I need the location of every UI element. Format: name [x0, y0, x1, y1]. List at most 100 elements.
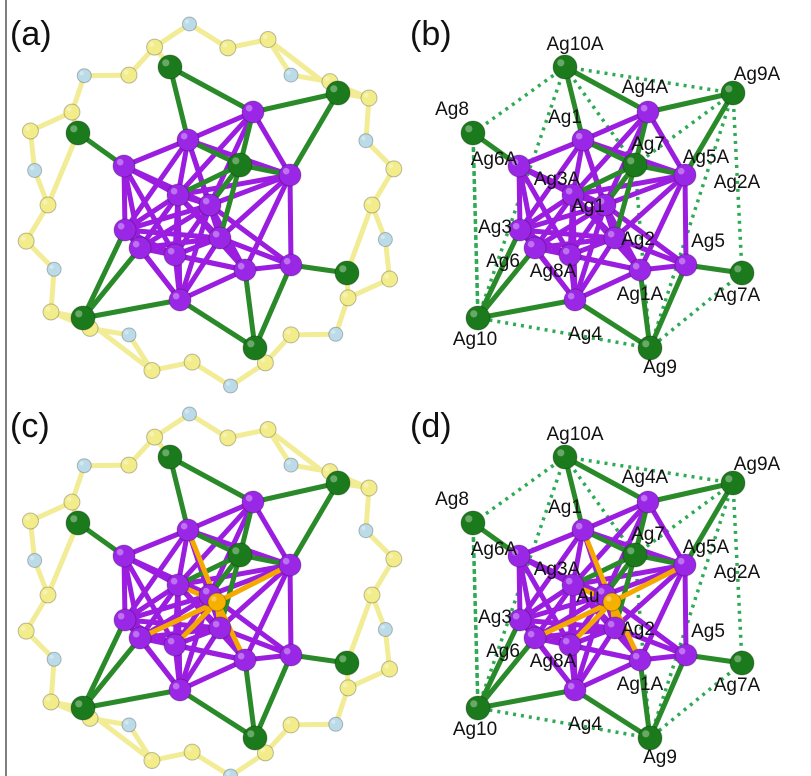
- ag-purple-atom: [166, 573, 190, 597]
- ag-green-atom-shine: [627, 547, 635, 555]
- au-ag-bond: [214, 562, 293, 605]
- ag-ag-bond: [122, 227, 223, 241]
- ag-ag-bond: [475, 297, 578, 321]
- ligand-atom: [381, 270, 399, 288]
- ag-green-atom: [622, 542, 648, 568]
- ag-green-atom-shine: [734, 655, 742, 663]
- ligand-atom-shine: [30, 555, 35, 561]
- atom-label: Ag6A: [471, 149, 518, 170]
- ag-purple-atom: [168, 678, 192, 702]
- ag-ag-bond: [567, 252, 643, 273]
- ag-green-atom-shine: [232, 547, 240, 555]
- ag-ag-bond: [242, 562, 293, 663]
- ligand-atom-shine: [366, 589, 372, 595]
- atom-label: Ag10: [453, 329, 497, 350]
- ag-ag-bond: [137, 235, 223, 251]
- ag-green-atom-shine: [75, 700, 83, 708]
- ligand-atom-shine: [342, 682, 348, 688]
- ag-ag-bond: [217, 162, 243, 241]
- ligand-atom: [381, 660, 399, 678]
- ag-purple-atom-shine: [565, 577, 573, 585]
- ligand-atom: [363, 586, 381, 604]
- ag-ag-bond: [122, 592, 213, 623]
- ag-purple-atom: [523, 626, 547, 650]
- ag-ag-bond: [562, 64, 586, 143]
- ag-purple-atom: [563, 678, 587, 702]
- ag-purple-atom: [198, 193, 222, 217]
- ligand-atom: [76, 458, 92, 474]
- ag-purple-atom-shine: [511, 548, 519, 556]
- ag-ag-bond: [562, 454, 651, 505]
- ag-ag-bond: [287, 562, 294, 658]
- ag-ag-bond: [177, 625, 223, 693]
- ag-ag-bond: [287, 480, 341, 568]
- ag-ag-bond: [572, 267, 643, 303]
- ag-ag-bond: [475, 245, 538, 321]
- ag-ag-bond: [637, 172, 688, 273]
- ligand-atom-shine: [20, 625, 26, 631]
- ag-green-atom-shine: [465, 125, 473, 133]
- ag-purple-atom-shine: [202, 197, 210, 205]
- ag-purple-atom-shine: [117, 612, 125, 620]
- atom-label: Ag4A: [622, 467, 669, 488]
- ag-purple-atom: [508, 608, 532, 632]
- ag-green-atom-shine: [75, 310, 83, 318]
- ag-green-atom: [65, 510, 91, 536]
- ag-purple-atom: [113, 608, 137, 632]
- ag-ag-bond: [682, 90, 736, 178]
- ligand-atom: [63, 493, 81, 511]
- ligand-atom-shine: [331, 329, 336, 334]
- ag-purple-atom-shine: [562, 247, 570, 255]
- atom-label: Ag9A: [734, 64, 781, 85]
- ag-green-atom: [622, 152, 648, 178]
- ag-green-atom: [242, 725, 268, 751]
- ligand-atom-shine: [42, 589, 48, 595]
- ag-purple-atom-shine: [607, 620, 615, 628]
- ag-purple-atom: [241, 490, 265, 514]
- ligand-atom: [46, 651, 62, 667]
- atom-label: Ag8A: [530, 651, 577, 672]
- atom-label: Ag1: [571, 196, 605, 217]
- ag-purple-atom-shine: [117, 222, 125, 230]
- ligand-atom: [385, 550, 403, 568]
- ag-ag-bond: [572, 657, 643, 693]
- ag-purple-atom: [112, 154, 136, 178]
- ag-ag-bond: [80, 297, 183, 321]
- ag-green-atom: [325, 80, 351, 106]
- ligand-atom: [42, 693, 60, 711]
- dotted-edge: [471, 132, 480, 319]
- ligand-atom: [223, 378, 239, 394]
- atom-label: Ag2: [621, 619, 655, 640]
- ligand-atom-shine: [324, 76, 330, 82]
- ag-ag-bond: [177, 657, 248, 693]
- ligand-atom: [259, 31, 277, 49]
- ag-purple-atom-shine: [678, 647, 686, 655]
- ligand-atom: [121, 327, 137, 343]
- ag-green-atom-shine: [725, 85, 733, 93]
- dotted-edge: [477, 316, 651, 350]
- ag-purple-atom-shine: [180, 522, 188, 530]
- ligand-atom: [377, 232, 393, 248]
- ligand-atom-shine: [25, 125, 31, 131]
- ag-green-atom: [465, 695, 491, 721]
- ligand-atom: [39, 586, 57, 604]
- ligand-atom: [120, 66, 138, 84]
- ag-purple-atom-shine: [512, 612, 520, 620]
- ag-purple-atom-shine: [632, 262, 640, 270]
- ag-green-atom-shine: [330, 475, 338, 483]
- ligand-atom-shine: [225, 381, 231, 386]
- ag-ag-bond: [167, 64, 191, 143]
- ag-purple-atom: [603, 616, 627, 640]
- ag-ag-bond: [516, 553, 573, 648]
- ag-ag-bond: [612, 562, 688, 631]
- ligand-atom: [363, 196, 381, 214]
- atom-label: Ag8: [435, 99, 469, 120]
- ligand-atom-shine: [222, 432, 228, 438]
- ag-ag-bond: [572, 625, 618, 693]
- ag-purple-atom-shine: [116, 158, 124, 166]
- ligand-atom-shine: [260, 357, 266, 363]
- ag-green-atom-shine: [247, 340, 255, 348]
- atom-label: Ag2A: [714, 172, 761, 193]
- ag-ag-bond: [612, 172, 688, 241]
- ag-purple-atom-shine: [597, 197, 605, 205]
